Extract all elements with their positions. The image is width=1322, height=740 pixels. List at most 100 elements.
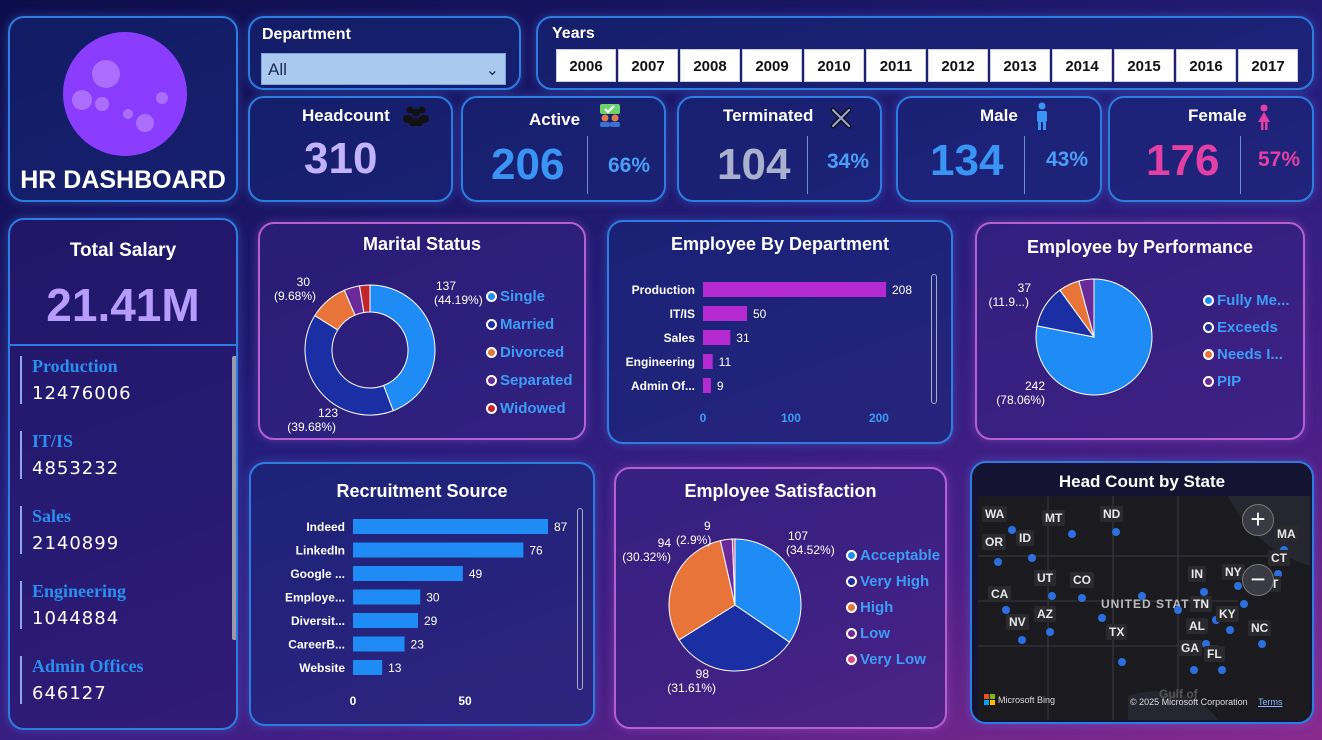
slice-fully-me-[interactable] (1035, 278, 1153, 396)
map-bubble[interactable] (1018, 636, 1026, 644)
map-bubble[interactable] (1226, 626, 1234, 634)
bar[interactable] (353, 542, 524, 558)
map-bubble[interactable] (1048, 592, 1056, 600)
category-label: LinkedIn (296, 544, 345, 558)
legend-dot-icon (1203, 376, 1214, 387)
year-button-2017[interactable]: 2017 (1238, 49, 1298, 82)
slice-high[interactable] (668, 540, 736, 641)
department-scrollbar[interactable] (931, 274, 937, 404)
year-button-2014[interactable]: 2014 (1052, 49, 1112, 82)
map-bubble[interactable] (1118, 658, 1126, 666)
legend-item[interactable]: PIP (1203, 373, 1241, 390)
zoom-in-button[interactable]: + (1242, 504, 1274, 536)
map-bubble[interactable] (1046, 628, 1054, 636)
map-bubble[interactable] (1190, 666, 1198, 674)
map-bubble[interactable] (1274, 570, 1282, 578)
kpi-value: 206 (491, 140, 565, 189)
legend-item[interactable]: Separated (486, 372, 573, 389)
legend-item[interactable]: Fully Me... (1203, 292, 1290, 309)
map-copyright: © 2025 Microsoft Corporation (1130, 697, 1248, 707)
bar[interactable] (353, 589, 421, 605)
moon-logo-icon (63, 32, 187, 156)
bar[interactable] (353, 660, 383, 675)
state-label: ND (1100, 506, 1124, 522)
bar[interactable] (703, 330, 731, 345)
bar[interactable] (703, 282, 886, 297)
bar[interactable] (703, 354, 713, 369)
marital-status-card: Marital Status 137 (44.19%) 123 (39.68%) 30(… (258, 222, 586, 440)
bar[interactable] (353, 519, 548, 534)
map-bubble[interactable] (1028, 554, 1036, 562)
female-person-icon (1258, 104, 1270, 130)
legend-item[interactable]: Needs I... (1203, 346, 1283, 363)
slice-single[interactable] (369, 284, 436, 412)
performance-card: Employee by Performance 242 (78.06%) 37 (11… (975, 222, 1305, 440)
category-label: CareerB... (288, 638, 345, 652)
department-dropdown[interactable]: All ⌄ (261, 53, 506, 85)
recruitment-scrollbar[interactable] (577, 508, 583, 690)
map-bubble[interactable] (1138, 592, 1146, 600)
bar[interactable] (703, 378, 711, 393)
map-bubble[interactable] (1008, 526, 1016, 534)
map-bubble[interactable] (1234, 582, 1242, 590)
legend-label: Acceptable (860, 547, 941, 564)
legend-item[interactable]: Widowed (486, 400, 566, 417)
map-bubble[interactable] (994, 558, 1002, 566)
map-bubble[interactable] (1078, 594, 1086, 602)
us-map[interactable]: UNITED STATES Gulf of WA MT ND OR ID UT CO CA NV… (978, 496, 1310, 720)
value-label: 9 (717, 379, 724, 393)
year-button-2010[interactable]: 2010 (804, 49, 864, 82)
year-button-2011[interactable]: 2011 (866, 49, 926, 82)
legend-item[interactable]: Single (486, 288, 545, 305)
map-bubble[interactable] (1068, 530, 1076, 538)
map-bubble[interactable] (1240, 600, 1248, 608)
slice-very-low[interactable] (731, 538, 736, 606)
map-bubble[interactable] (1202, 640, 1210, 648)
legend-item[interactable]: Exceeds (1203, 319, 1278, 336)
plus-icon: + (1250, 504, 1266, 534)
salary-item: Engineering 1044884 (20, 581, 220, 629)
map-bubble[interactable] (1098, 614, 1106, 622)
map-bubble[interactable] (1112, 528, 1120, 536)
year-button-2015[interactable]: 2015 (1114, 49, 1174, 82)
legend-item[interactable]: Low (846, 625, 890, 642)
kpi-value: 134 (930, 136, 1004, 185)
year-button-2009[interactable]: 2009 (742, 49, 802, 82)
state-label: TN (1190, 596, 1212, 612)
map-bubble[interactable] (1002, 606, 1010, 614)
bar[interactable] (353, 613, 418, 628)
headcount-map-card: Head Count by State UNITED STATES Gulf o… (970, 461, 1314, 724)
kpi-percent: 34% (827, 150, 870, 173)
slice-pip[interactable] (1078, 278, 1095, 338)
bar[interactable] (353, 636, 405, 652)
legend-item[interactable]: Very Low (846, 651, 926, 668)
year-button-2008[interactable]: 2008 (680, 49, 740, 82)
map-bubble[interactable] (1174, 606, 1182, 614)
salary-scrollbar[interactable] (232, 356, 236, 640)
zoom-out-button[interactable]: − (1242, 564, 1274, 596)
legend-item[interactable]: High (846, 599, 893, 616)
slice-acceptable[interactable] (734, 538, 802, 643)
slice-widowed[interactable] (358, 284, 371, 314)
map-bubble[interactable] (1218, 666, 1226, 674)
year-button-2012[interactable]: 2012 (928, 49, 988, 82)
kpi-active: Active 206 66% (461, 96, 666, 202)
legend-item[interactable]: Acceptable (846, 547, 940, 564)
slice-very-high[interactable] (678, 604, 791, 672)
legend-item[interactable]: Very High (846, 573, 929, 590)
year-button-2013[interactable]: 2013 (990, 49, 1050, 82)
map-terms-link[interactable]: Terms (1258, 697, 1283, 707)
year-button-2006[interactable]: 2006 (556, 49, 616, 82)
data-label-value: 107 (788, 529, 808, 543)
value-label: 76 (529, 544, 543, 558)
bar[interactable] (703, 306, 747, 321)
bar[interactable] (353, 566, 463, 581)
legend-item[interactable]: Married (486, 316, 554, 333)
data-label-value: 30 (297, 275, 311, 289)
slice-married[interactable] (304, 314, 394, 416)
year-button-2016[interactable]: 2016 (1176, 49, 1236, 82)
legend-item[interactable]: Divorced (486, 344, 564, 361)
map-bubble[interactable] (1200, 588, 1208, 596)
year-button-2007[interactable]: 2007 (618, 49, 678, 82)
map-bubble[interactable] (1258, 640, 1266, 648)
